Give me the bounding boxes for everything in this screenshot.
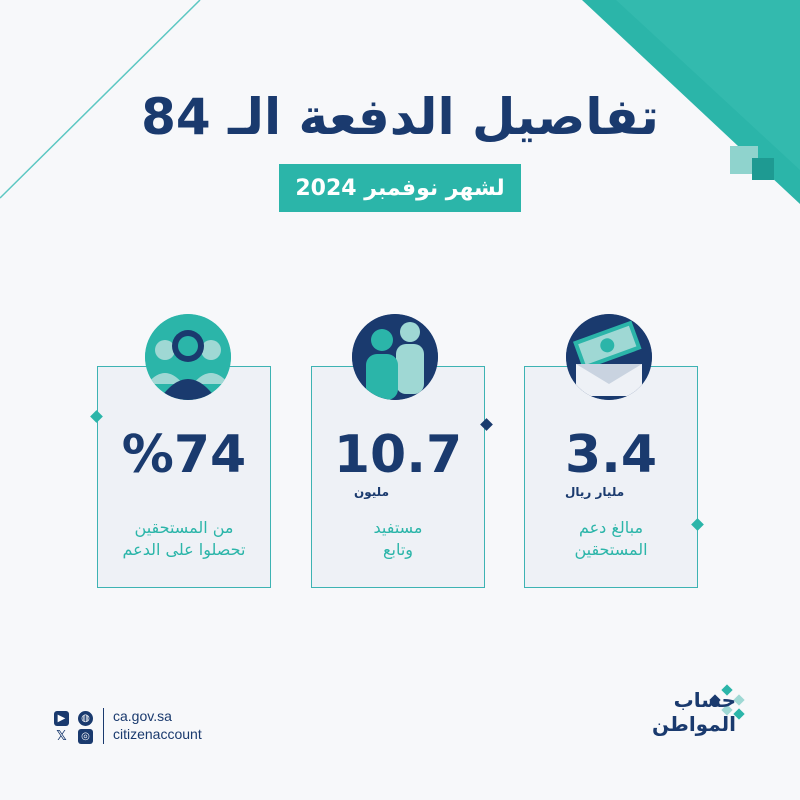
stat-value: 3.4 xyxy=(564,425,658,485)
youtube-icon[interactable]: ▶ xyxy=(54,711,69,726)
stat-card-percentage: %74 من المستحقين تحصلوا على الدعم xyxy=(97,366,271,588)
logo-line2: المواطن xyxy=(651,712,736,736)
subtitle-badge: لشهر نوفمبر 2024 xyxy=(279,164,521,212)
brand-logo: حساب المواطن xyxy=(652,688,736,736)
x-icon[interactable]: 𝕏 xyxy=(56,729,67,744)
stat-value: %74 xyxy=(121,425,247,485)
stat-description: مبالغ دعم المستحقين xyxy=(525,517,697,561)
stat-description-line1: مستفيد xyxy=(373,518,423,537)
stat-card-amount: 3.4 مليار ريال مبالغ دعم المستحقين xyxy=(524,366,698,588)
stat-description-line2: المستحقين xyxy=(574,540,648,559)
stat-description-line1: من المستحقين xyxy=(134,518,234,537)
instagram-icon[interactable]: ◎ xyxy=(78,729,93,744)
globe-icon[interactable]: ◍ xyxy=(78,711,93,726)
stat-unit: مليار ريال xyxy=(565,485,625,499)
stat-card-beneficiaries: 10.7 مليون مستفيد وتابع xyxy=(311,366,485,588)
page-title: تفاصيل الدفعة الـ 84 xyxy=(141,88,659,146)
people-group-icon xyxy=(145,314,231,400)
money-envelope-icon xyxy=(566,314,652,400)
footer-divider xyxy=(103,708,104,744)
stat-description: مستفيد وتابع xyxy=(312,517,484,561)
stat-value: 10.7 xyxy=(333,425,463,485)
beneficiaries-icon xyxy=(352,314,438,400)
stat-description-line1: مبالغ دعم xyxy=(578,518,644,537)
stat-description-line2: تحصلوا على الدعم xyxy=(122,540,246,559)
stat-description: من المستحقين تحصلوا على الدعم xyxy=(98,517,270,561)
social-handle[interactable]: citizenaccount xyxy=(113,726,202,742)
logo-icon xyxy=(709,684,745,720)
logo-line1: حساب xyxy=(673,688,736,712)
stat-unit: مليون xyxy=(354,485,389,499)
stat-description-line2: وتابع xyxy=(382,540,414,559)
website-link[interactable]: ca.gov.sa xyxy=(113,708,172,724)
